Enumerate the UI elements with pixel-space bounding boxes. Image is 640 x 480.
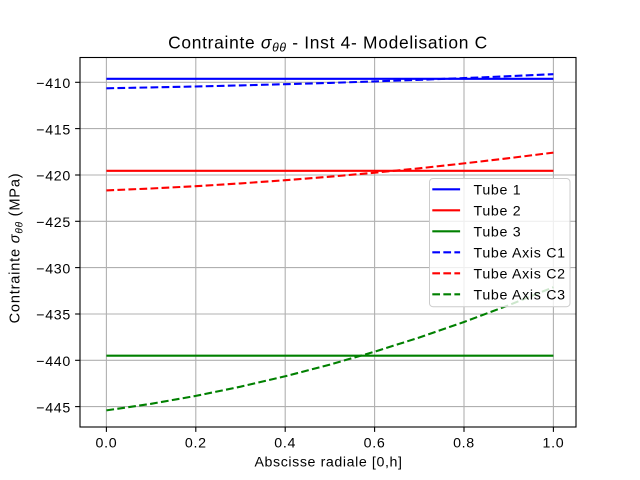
svg-text:−420: −420 — [36, 169, 71, 185]
svg-text:Tube 1: Tube 1 — [474, 182, 522, 198]
svg-text:Tube 3: Tube 3 — [474, 224, 522, 240]
svg-text:−410: −410 — [36, 76, 71, 92]
svg-text:−415: −415 — [36, 122, 71, 138]
svg-text:Tube Axis C1: Tube Axis C1 — [474, 245, 566, 261]
svg-text:0.2: 0.2 — [185, 436, 207, 452]
svg-text:0.0: 0.0 — [95, 436, 117, 452]
svg-text:Contrainte σθθ - Inst 4- Model: Contrainte σθθ - Inst 4- Modelisation C — [168, 33, 488, 55]
svg-text:0.8: 0.8 — [453, 436, 475, 452]
svg-text:Abscisse radiale [0,h]: Abscisse radiale [0,h] — [254, 454, 402, 470]
svg-text:−430: −430 — [36, 261, 71, 277]
svg-text:0.4: 0.4 — [274, 436, 296, 452]
svg-text:0.6: 0.6 — [364, 436, 386, 452]
svg-text:−445: −445 — [36, 400, 71, 416]
svg-text:−440: −440 — [36, 354, 71, 370]
svg-text:−425: −425 — [36, 215, 71, 231]
svg-text:Contrainte σθθ (MPa): Contrainte σθθ (MPa) — [8, 173, 26, 324]
svg-text:Tube Axis C3: Tube Axis C3 — [474, 287, 566, 303]
svg-text:−435: −435 — [36, 308, 71, 324]
svg-text:Tube Axis C2: Tube Axis C2 — [474, 266, 566, 282]
svg-text:Tube 2: Tube 2 — [474, 203, 522, 219]
svg-text:1.0: 1.0 — [542, 436, 564, 452]
